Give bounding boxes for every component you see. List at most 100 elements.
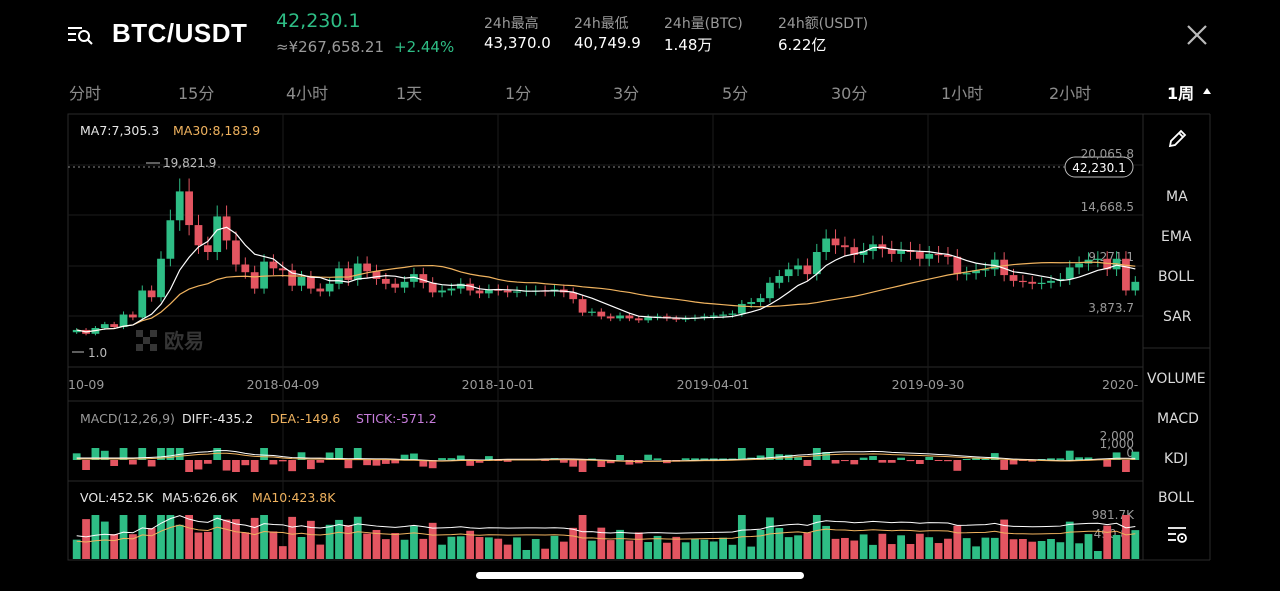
macd-bar	[288, 460, 297, 472]
price-axis-label: 3,873.7	[1088, 301, 1134, 315]
candle	[897, 250, 905, 254]
candle	[410, 274, 418, 282]
indicator-boll-secondary[interactable]: BOLL	[1158, 490, 1194, 502]
macd-bar	[269, 460, 278, 465]
date-label: 2018-10-01	[462, 377, 535, 392]
macd-bar	[915, 460, 924, 464]
macd-bar	[166, 448, 175, 460]
volume-bar	[410, 526, 418, 559]
volume-bar	[588, 540, 596, 559]
tab-5m[interactable]: 5分	[722, 84, 749, 103]
macd-bar	[1056, 458, 1065, 460]
volume-bar	[157, 515, 165, 559]
tab-3m[interactable]: 3分	[613, 84, 640, 103]
stat-low-value: 40,749.9	[574, 34, 641, 52]
tab-1m[interactable]: 1分	[505, 84, 532, 103]
date-label: 10-09	[68, 377, 104, 392]
macd-bar	[972, 457, 980, 460]
macd-bar	[934, 460, 943, 461]
menu-search-icon[interactable]	[66, 22, 96, 48]
macd-bar	[297, 452, 306, 460]
indicator-macd[interactable]: MACD	[1157, 411, 1199, 427]
macd-bar	[100, 450, 109, 460]
candle	[850, 247, 859, 255]
candle	[419, 274, 428, 283]
volume-bar	[119, 515, 128, 559]
ma-lines	[76, 226, 1136, 333]
macd-bar	[400, 454, 409, 460]
macd-bar	[625, 460, 634, 465]
date-label: 2019-09-30	[892, 377, 965, 392]
candle	[466, 283, 475, 291]
macd-bar	[850, 460, 859, 465]
tab-1d[interactable]: 1天	[396, 84, 423, 103]
date-label: 2019-04-01	[677, 377, 750, 392]
candle	[944, 254, 952, 257]
volume-bar	[269, 531, 278, 559]
tab-timeline[interactable]: 分时	[69, 84, 102, 103]
tab-4h[interactable]: 4小时	[286, 84, 329, 103]
macd-bar	[962, 459, 971, 460]
indicator-ma[interactable]: MA	[1166, 189, 1188, 205]
indicator-ema[interactable]: EMA	[1161, 229, 1192, 245]
tab-1w[interactable]: 1周	[1167, 84, 1195, 103]
tab-30m[interactable]: 30分	[831, 84, 868, 103]
draw-pencil-icon[interactable]	[1166, 128, 1188, 150]
macd-bar	[213, 448, 222, 460]
tab-dropdown-icon[interactable]	[1203, 88, 1211, 94]
settings-icon[interactable]	[1166, 524, 1190, 546]
macd-bar	[944, 460, 952, 462]
indicator-kdj[interactable]: KDJ	[1164, 451, 1189, 467]
close-icon[interactable]	[1184, 22, 1210, 48]
candle	[841, 245, 849, 248]
volume-bar	[663, 542, 671, 559]
trading-pair-title[interactable]: BTC/USDT	[112, 18, 248, 48]
volume-bar	[634, 532, 643, 559]
candle	[185, 191, 193, 226]
macd-bar	[616, 455, 624, 460]
volume-bar	[1009, 539, 1018, 559]
indicator-sar[interactable]: SAR	[1163, 309, 1192, 325]
volume-bar	[91, 515, 100, 559]
volume-bar	[953, 525, 962, 559]
volume-bar	[1093, 551, 1102, 559]
tab-15m[interactable]: 15分	[178, 84, 215, 103]
macd-dea: DEA:-149.6	[270, 411, 340, 426]
volume-bar	[756, 529, 765, 559]
volume-bar	[129, 534, 137, 559]
macd-bar	[325, 452, 334, 460]
volume-bar	[850, 540, 859, 559]
indicator-volume[interactable]: VOLUME	[1147, 371, 1206, 387]
candle	[203, 245, 212, 253]
stat-high-value: 43,370.0	[484, 34, 551, 52]
candle	[475, 290, 484, 294]
candle	[803, 265, 812, 275]
macd-bar	[222, 460, 231, 471]
candle	[241, 264, 250, 273]
candle	[1047, 280, 1055, 283]
macd-bar	[438, 458, 446, 460]
volume-bar	[691, 538, 699, 559]
macd-histogram	[72, 448, 1140, 472]
tab-1h[interactable]: 1小时	[941, 84, 984, 103]
tab-2h[interactable]: 2小时	[1049, 84, 1092, 103]
volume-bar	[381, 539, 390, 559]
volume-bar	[644, 542, 653, 559]
macd-bar	[203, 460, 212, 464]
volume-bar	[934, 543, 943, 559]
vol-ma5-label: MA5:626.6K	[162, 490, 238, 505]
okx-watermark: 欧易	[136, 329, 204, 353]
macd-bar	[1000, 460, 1009, 470]
candle	[1028, 281, 1037, 284]
volume-bar	[1000, 519, 1009, 559]
candle	[784, 269, 793, 277]
volume-bar	[391, 533, 400, 559]
candle	[616, 315, 624, 319]
date-label: 2018-04-09	[247, 377, 320, 392]
volume-bar	[1075, 543, 1083, 559]
indicator-boll[interactable]: BOLL	[1158, 269, 1194, 285]
last-price: 42,230.1	[276, 10, 361, 32]
volume-bar	[869, 544, 877, 559]
macd-bar	[925, 456, 934, 460]
